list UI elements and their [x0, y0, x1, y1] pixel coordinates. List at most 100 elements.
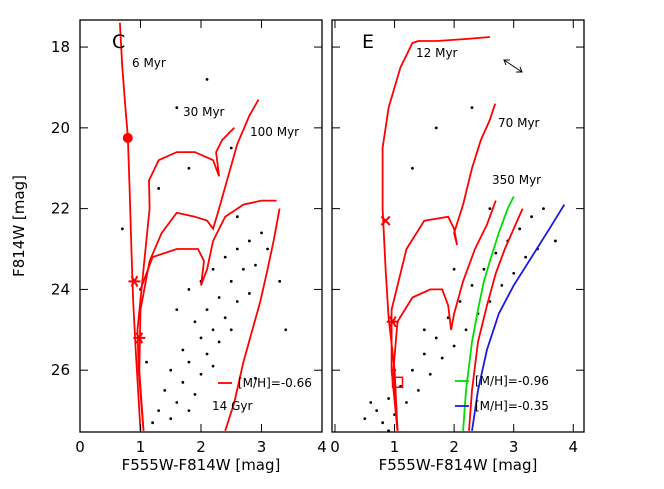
- star-point: [187, 166, 191, 170]
- x-tick-label: 1: [390, 438, 400, 456]
- star-point: [470, 283, 474, 287]
- star-point: [187, 409, 191, 412]
- isochrone-label: 30 Myr: [183, 105, 225, 119]
- star-point: [187, 288, 191, 291]
- isochrone: [468, 208, 524, 431]
- star-point: [169, 368, 173, 372]
- isochrone-label: 6 Myr: [132, 56, 166, 70]
- legend-label: [M/H]=-0.66: [238, 376, 312, 390]
- x-tick-label: 2: [449, 438, 459, 456]
- x-tick-label: 0: [330, 438, 340, 456]
- panel: 6 Myr 30 Myr 100 Myr 14 Gyr 0 1 2 3 4 18 20 22 24 26 C…: [10, 19, 327, 474]
- star-point: [464, 328, 468, 332]
- star-point: [554, 239, 557, 243]
- star-point: [223, 316, 227, 320]
- star-point: [145, 360, 148, 364]
- marker: [128, 275, 141, 288]
- x-tick-label: 3: [257, 438, 267, 456]
- star-point: [375, 409, 379, 412]
- star-point: [387, 397, 390, 400]
- star-point: [363, 417, 367, 421]
- panel: 12 Myr 70 Myr 350 Myr 0 1 2 3 4 E F555W-F814W [ma…: [330, 19, 585, 474]
- star-point: [151, 421, 155, 425]
- isochrone: [390, 103, 497, 431]
- isochrone: [381, 36, 490, 431]
- star-point: [470, 106, 474, 110]
- star-point: [229, 146, 233, 150]
- star-point: [405, 401, 408, 404]
- isochrone: [471, 204, 566, 431]
- star-point: [211, 364, 215, 368]
- star-point: [187, 360, 191, 364]
- isochrone-label: 12 Myr: [416, 46, 458, 60]
- plot-frame: [79, 19, 323, 433]
- star-point: [157, 187, 161, 190]
- x-tick-label: 4: [569, 438, 579, 456]
- star-point: [542, 207, 545, 211]
- star-point: [193, 393, 197, 396]
- star-point: [193, 320, 197, 324]
- star-point: [500, 283, 504, 287]
- isochrone: [138, 99, 260, 431]
- star-point: [175, 106, 179, 110]
- star-point: [241, 267, 245, 271]
- star-point: [235, 247, 239, 251]
- star-point: [169, 417, 173, 421]
- star-point: [524, 255, 528, 259]
- panel-label: C: [112, 31, 125, 53]
- y-tick-label: 18: [51, 38, 70, 56]
- star-point: [248, 239, 251, 243]
- isochrone: [119, 22, 142, 431]
- marker: [133, 332, 146, 344]
- star-point: [229, 279, 233, 283]
- y-tick-label: 22: [51, 200, 70, 218]
- isochrone-label: 350 Myr: [492, 173, 541, 187]
- direction-arrow: [503, 59, 523, 73]
- marker: [386, 316, 399, 328]
- star-point: [530, 215, 533, 219]
- star-point: [211, 267, 215, 271]
- y-axis-label: F814W [mag]: [10, 175, 28, 277]
- x-tick-label: 2: [196, 438, 206, 456]
- star-point: [422, 328, 426, 332]
- isochrone: [139, 199, 277, 290]
- star-point: [217, 296, 221, 299]
- star-point: [235, 300, 239, 303]
- star-point: [512, 271, 516, 275]
- star-point: [381, 421, 385, 425]
- star-point: [488, 300, 492, 303]
- legend-label: [M/H]=-0.96: [475, 374, 549, 388]
- isochrone: [392, 200, 497, 431]
- star-point: [199, 336, 203, 340]
- x-tick-label: 4: [317, 438, 327, 456]
- star-point: [422, 352, 426, 356]
- isochrone-label: 70 Myr: [498, 116, 540, 130]
- star-point: [411, 368, 414, 372]
- star-point: [175, 308, 179, 312]
- x-tick-label: 0: [75, 438, 85, 456]
- marker: [122, 132, 133, 143]
- star-point: [120, 227, 124, 231]
- y-tick-label: 24: [51, 280, 70, 298]
- star-point: [482, 267, 486, 271]
- star-point: [458, 300, 462, 303]
- star-point: [163, 388, 167, 392]
- x-axis-label: F555W-F814W [mag]: [379, 456, 538, 474]
- star-point: [254, 263, 257, 267]
- star-point: [266, 247, 269, 251]
- star-point: [428, 372, 432, 376]
- marker: [380, 215, 391, 226]
- star-point: [278, 279, 282, 283]
- star-point: [175, 401, 179, 404]
- star-point: [205, 308, 209, 312]
- x-axis-label: F555W-F814W [mag]: [122, 456, 281, 474]
- star-point: [254, 376, 257, 380]
- star-point: [157, 409, 161, 412]
- star-point: [205, 77, 209, 81]
- star-point: [440, 356, 444, 360]
- legend-label: [M/H]=-0.35: [475, 399, 549, 413]
- star-point: [518, 227, 522, 231]
- star-point: [434, 126, 438, 130]
- y-tick-label: 26: [51, 361, 70, 379]
